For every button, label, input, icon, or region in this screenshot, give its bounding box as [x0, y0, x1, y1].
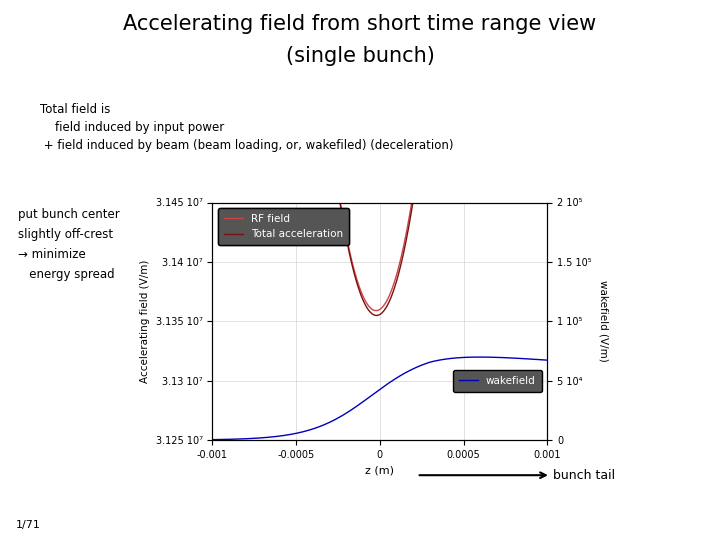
- wakefield: [208, 436, 217, 443]
- wakefield: [460, 354, 469, 361]
- Total acceleration: [432, 5, 441, 11]
- Line: RF field: RF field: [212, 0, 547, 310]
- Legend: RF field, Total acceleration: RF field, Total acceleration: [217, 208, 349, 245]
- wakefield: [543, 357, 552, 363]
- Text: 1/71: 1/71: [16, 520, 41, 530]
- Text: bunch tail: bunch tail: [553, 469, 615, 482]
- X-axis label: z (m): z (m): [365, 465, 395, 475]
- Text: + field induced by beam (beam loading, or, wakefiled) (deceleration): + field induced by beam (beam loading, o…: [40, 139, 453, 152]
- Text: energy spread: energy spread: [18, 268, 114, 281]
- Line: wakefield: wakefield: [212, 357, 547, 440]
- Text: field induced by input power: field induced by input power: [40, 122, 224, 134]
- Text: Accelerating field from short time range view: Accelerating field from short time range…: [123, 14, 597, 33]
- Total acceleration: [372, 312, 381, 319]
- Legend: wakefield: wakefield: [453, 369, 542, 392]
- RF field: [432, 0, 441, 4]
- Text: → minimize: → minimize: [18, 248, 86, 261]
- RF field: [359, 295, 368, 301]
- Y-axis label: wakefield (V/m): wakefield (V/m): [598, 280, 608, 362]
- Y-axis label: Accelerating field (V/m): Accelerating field (V/m): [140, 260, 150, 383]
- Text: slightly off-crest: slightly off-crest: [18, 228, 113, 241]
- Text: put bunch center: put bunch center: [18, 208, 120, 221]
- wakefield: [405, 367, 414, 374]
- wakefield: [475, 354, 484, 360]
- Total acceleration: [406, 215, 415, 221]
- wakefield: [294, 430, 303, 436]
- RF field: [406, 208, 415, 214]
- wakefield: [432, 357, 441, 364]
- Line: Total acceleration: Total acceleration: [212, 0, 547, 315]
- RF field: [372, 307, 380, 314]
- Total acceleration: [359, 299, 368, 305]
- wakefield: [359, 398, 368, 404]
- Text: Total field is: Total field is: [40, 103, 110, 116]
- Text: (single bunch): (single bunch): [286, 46, 434, 66]
- wakefield: [267, 434, 276, 440]
